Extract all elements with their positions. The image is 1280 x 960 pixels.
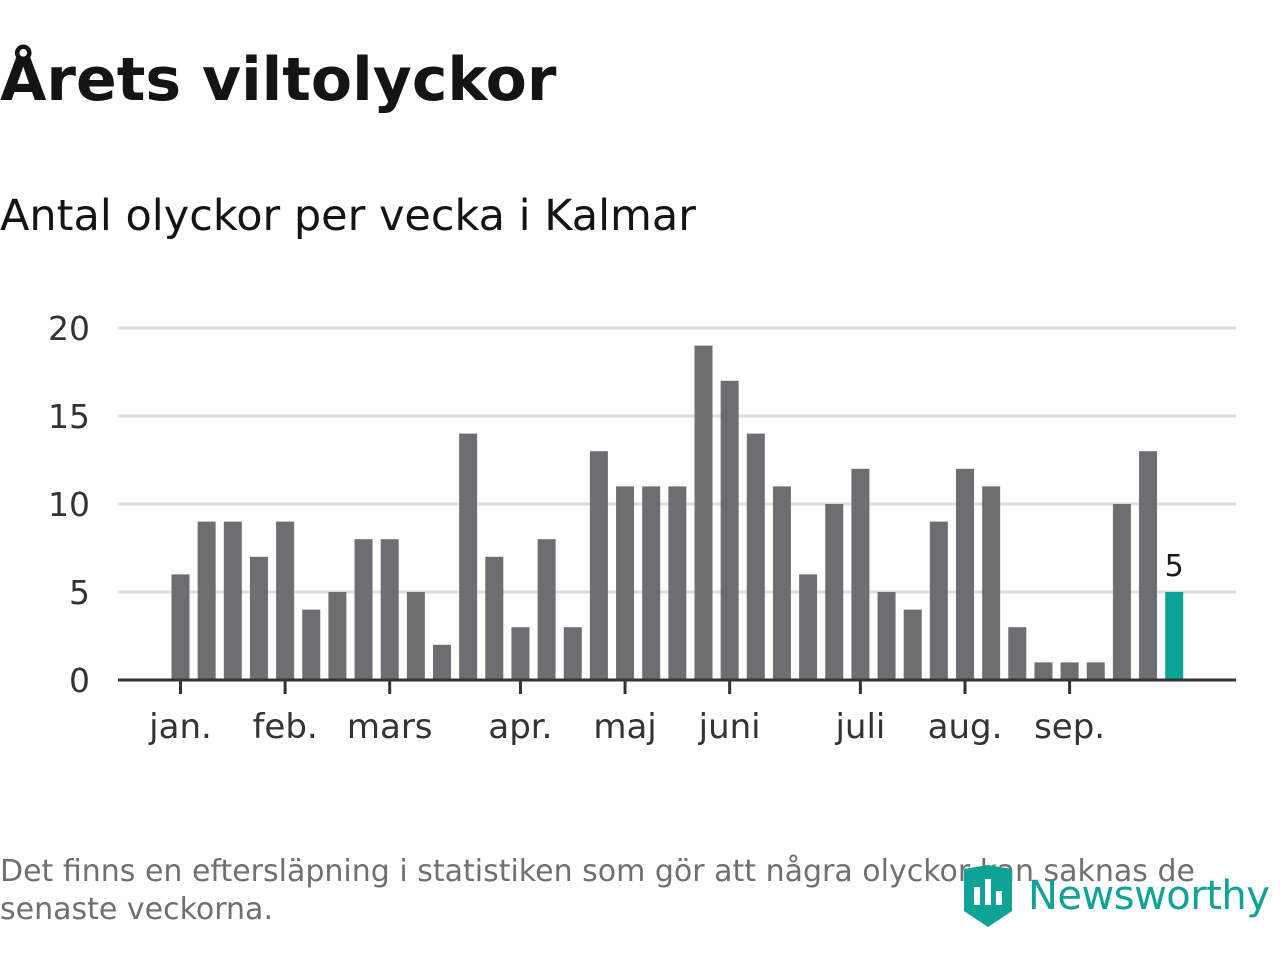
chart-title: Årets viltolyckor [0,45,557,115]
bar [223,521,242,680]
newsworthy-logo-icon [964,865,1012,927]
data-labels: 5 [1165,549,1184,584]
y-tick-label: 20 [48,309,90,348]
x-tick-label: maj [593,707,656,747]
bar [772,486,791,680]
bar [249,556,268,680]
bar [929,521,948,680]
bar [589,451,608,680]
bar [485,556,504,680]
bar [276,521,295,680]
bar [1139,451,1158,680]
bar [1112,504,1131,680]
x-tick-label: juli [834,707,885,747]
bar-highlight [1165,592,1184,680]
bar [537,539,556,680]
bar [720,380,739,680]
bar [433,644,451,680]
bar [1034,662,1053,680]
bar [851,468,870,680]
x-axis-tick-labels: jan. feb. mars apr. maj juni juli aug. sep. [148,707,1105,747]
bar [380,539,399,680]
bar [354,539,373,680]
x-tick-label: jan. [148,707,212,747]
bars [171,345,1184,680]
bar [668,486,687,680]
x-tick-label: mars [347,707,433,747]
bar [877,592,896,680]
bar [406,592,425,680]
bar [302,609,321,680]
chart-subtitle: Antal olyckor per vecka i Kalmar [0,191,696,241]
bar [511,627,530,680]
bar [799,574,818,680]
y-tick-label: 5 [69,573,90,612]
newsworthy-logo-text: Newsworthy [1028,873,1270,919]
bar [459,433,478,680]
bar [956,468,974,680]
bar [171,574,190,680]
y-axis-tick-labels: 0 5 10 15 20 [48,309,90,700]
bar [982,486,1001,680]
newsworthy-logo[interactable]: Newsworthy [962,864,1270,928]
x-tick-label: sep. [1034,707,1105,747]
bar [1008,627,1027,680]
bar [903,609,922,680]
y-tick-label: 10 [48,485,90,524]
bar [642,486,661,680]
bar [694,345,713,680]
x-tick-label: juni [698,707,761,747]
bar [825,504,844,680]
y-tick-label: 15 [48,397,90,436]
x-tick-label: feb. [252,707,317,747]
bar-value-label: 5 [1165,549,1184,584]
bar [1060,662,1079,680]
bar [746,433,765,680]
bar [328,592,347,680]
y-tick-label: 0 [69,661,90,700]
x-tick-label: aug. [928,707,1003,747]
x-tick-label: apr. [488,707,552,747]
bar [563,627,582,680]
bar [616,486,635,680]
bar [197,521,216,680]
bar [1086,662,1105,680]
x-axis [118,678,1236,694]
